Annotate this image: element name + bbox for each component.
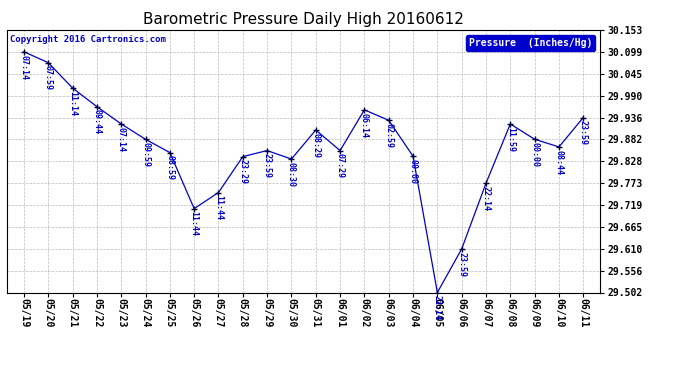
Text: 07:59: 07:59 bbox=[43, 66, 52, 90]
Text: 08:44: 08:44 bbox=[555, 150, 564, 175]
Text: 08:29: 08:29 bbox=[311, 133, 320, 158]
Text: 22:14: 22:14 bbox=[482, 186, 491, 211]
Text: 00:00: 00:00 bbox=[530, 142, 539, 167]
Text: 23:59: 23:59 bbox=[579, 120, 588, 145]
Text: 06:14: 06:14 bbox=[360, 112, 369, 138]
Text: Copyright 2016 Cartronics.com: Copyright 2016 Cartronics.com bbox=[10, 35, 166, 44]
Text: 11:14: 11:14 bbox=[68, 91, 77, 116]
Text: 23:59: 23:59 bbox=[457, 252, 466, 277]
Text: 23:59: 23:59 bbox=[263, 153, 272, 178]
Text: 08:30: 08:30 bbox=[287, 162, 296, 187]
Legend: Pressure  (Inches/Hg): Pressure (Inches/Hg) bbox=[466, 35, 595, 51]
Text: 11:44: 11:44 bbox=[214, 195, 223, 220]
Text: 11:59: 11:59 bbox=[506, 127, 515, 152]
Text: 00:00: 00:00 bbox=[408, 159, 417, 184]
Text: 02:59: 02:59 bbox=[384, 123, 393, 148]
Text: 23:29: 23:29 bbox=[238, 159, 247, 184]
Text: 07:14: 07:14 bbox=[19, 54, 28, 80]
Text: 22:14: 22:14 bbox=[433, 295, 442, 320]
Text: 11:44: 11:44 bbox=[190, 211, 199, 236]
Text: 07:14: 07:14 bbox=[117, 127, 126, 152]
Text: 09:59: 09:59 bbox=[141, 142, 150, 167]
Text: 07:29: 07:29 bbox=[335, 153, 344, 178]
Text: 08:59: 08:59 bbox=[166, 155, 175, 180]
Text: 09:44: 09:44 bbox=[92, 110, 101, 134]
Title: Barometric Pressure Daily High 20160612: Barometric Pressure Daily High 20160612 bbox=[143, 12, 464, 27]
